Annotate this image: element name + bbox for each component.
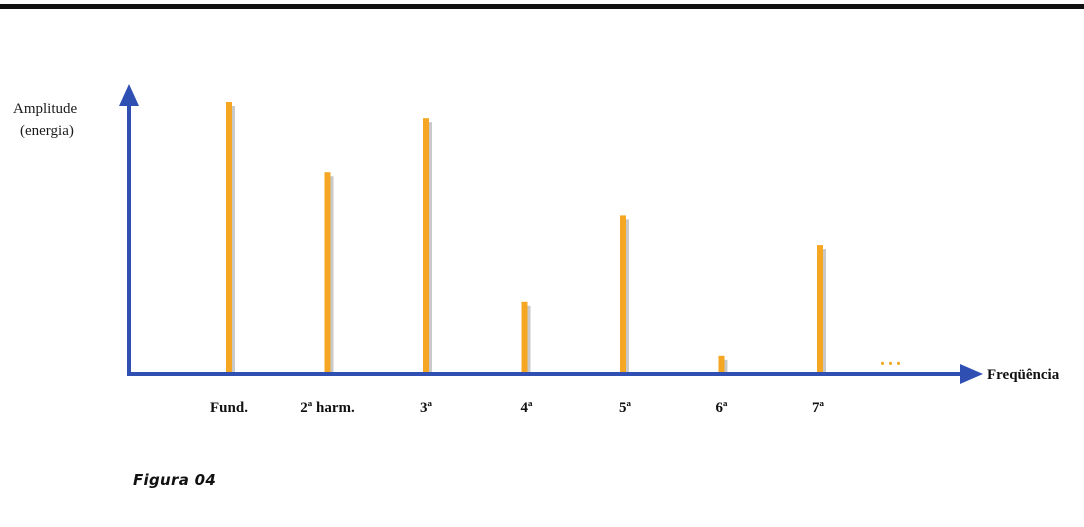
bar-6: [718, 355, 725, 372]
bar-shadow: [526, 305, 531, 372]
top-rule: [0, 4, 1084, 9]
bar-4: [521, 301, 528, 372]
figure-caption: Figura 04: [133, 471, 217, 489]
y-axis-arrowhead: [119, 84, 139, 106]
y-axis-label-line1: Amplitude: [13, 101, 78, 117]
bar-shadow: [625, 219, 629, 372]
x-axis-label: Freqüência: [987, 367, 1060, 383]
tick-label-1: Fund.: [210, 400, 248, 416]
x-axis-arrowhead: [960, 364, 983, 384]
tick-label-2: 2ª harm.: [300, 400, 355, 416]
ticks-layer: Fund. 2ª harm. 3ª 4ª 5ª 6ª 7ª: [210, 400, 824, 416]
tick-label-4: 4ª: [521, 400, 534, 416]
tick-label-6: 6ª: [716, 400, 729, 416]
bar-3: [423, 118, 429, 372]
bar-shadow: [329, 176, 334, 372]
bar-2: [324, 172, 331, 372]
tick-label-7: 7ª: [812, 400, 825, 416]
tick-label-5: 5ª: [619, 400, 632, 416]
bar-7: [817, 245, 823, 372]
bar-shadow: [231, 106, 235, 372]
bar-shadow: [822, 249, 826, 372]
continuation-ellipsis: ...: [880, 348, 904, 370]
bars-layer: [226, 102, 826, 372]
axes-layer: [119, 84, 983, 384]
bar-1: [226, 102, 232, 372]
y-axis-label-line2: (energia): [20, 123, 74, 139]
bar-5: [620, 215, 626, 372]
bar-shadow: [428, 122, 432, 372]
tick-label-3: 3ª: [420, 400, 433, 416]
bar-shadow: [723, 359, 728, 372]
